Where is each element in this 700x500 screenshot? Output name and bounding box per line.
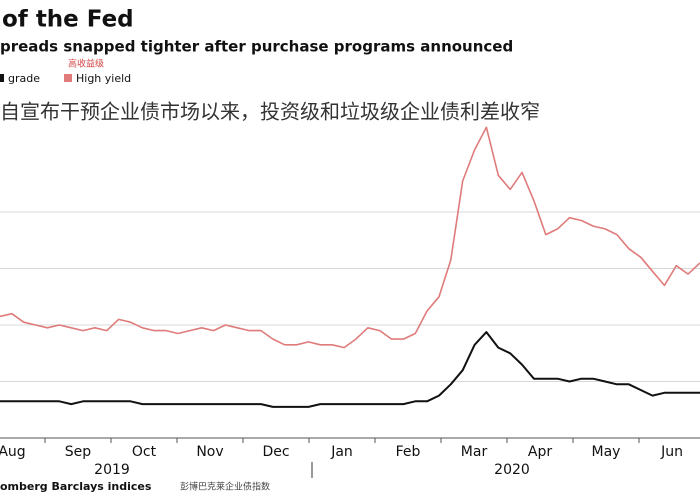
series-line: [0, 331, 700, 408]
x-tick-label: Jun: [660, 444, 683, 460]
legend-swatch: [0, 74, 4, 82]
x-tick-label: Jan: [330, 444, 353, 460]
x-tick-label: Sep: [65, 444, 92, 460]
year-label: 2019: [94, 462, 130, 478]
x-tick-label: Dec: [262, 444, 289, 460]
x-tick-label: Apr: [528, 444, 552, 460]
x-tick-label: Mar: [461, 444, 488, 460]
chart-title: of the Fed: [2, 7, 134, 33]
source-note: 彭博巴克莱企业债指数: [180, 481, 270, 493]
x-tick-label: Aug: [0, 444, 26, 460]
chart-subtitle: preads snapped tighter after purchase pr…: [0, 38, 513, 56]
legend-swatch: [64, 74, 72, 82]
x-tick-label: May: [592, 444, 621, 460]
x-tick-label: Feb: [396, 444, 421, 460]
year-label: 2020: [494, 462, 530, 478]
x-tick-label: Nov: [196, 444, 223, 460]
legend-note: 高收益级: [68, 58, 104, 70]
legend-label: grade: [8, 72, 40, 85]
annotation: 自宣布干预企业债市场以来，投资级和垃圾级企业债利差收窄: [0, 100, 540, 124]
series-line: [0, 126, 700, 349]
legend-label: High yield: [76, 72, 131, 85]
x-tick-label: Oct: [132, 444, 157, 460]
source: omberg Barclays indices: [0, 480, 152, 493]
